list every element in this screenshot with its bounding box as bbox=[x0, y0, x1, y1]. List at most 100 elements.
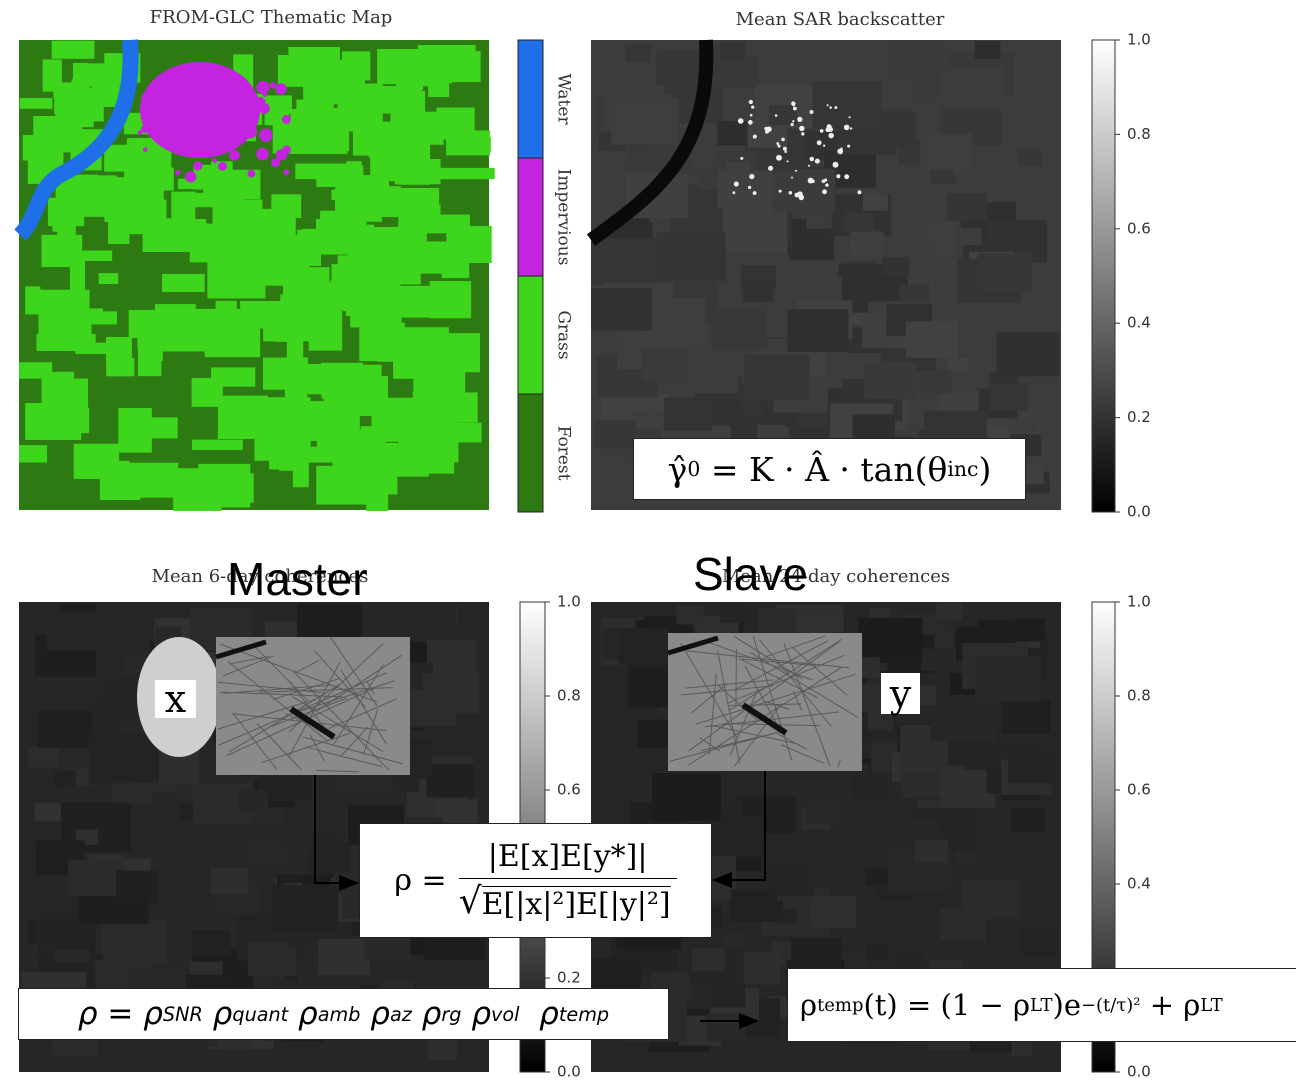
bright-point bbox=[815, 159, 820, 164]
grass-patch bbox=[332, 264, 376, 299]
grass-patch bbox=[255, 419, 311, 461]
inset-image bbox=[668, 633, 862, 771]
legend-label: Grass bbox=[554, 310, 574, 359]
inset-image bbox=[216, 637, 410, 775]
texture bbox=[920, 134, 972, 170]
bright-point bbox=[810, 110, 814, 114]
texture bbox=[54, 770, 76, 785]
formula-part: LT bbox=[1030, 995, 1052, 1016]
grass-patch bbox=[273, 118, 328, 154]
texture bbox=[1018, 149, 1041, 165]
grass-patch bbox=[55, 83, 89, 126]
colorbar-tick-label: 0.8 bbox=[1127, 687, 1151, 705]
texture bbox=[272, 885, 339, 932]
urban-speck bbox=[199, 147, 208, 156]
grass-patch bbox=[391, 398, 415, 428]
decomposition-formula: ρ = ρSNR ρquant ρamb ρaz ρrg ρvol ρtemp bbox=[18, 988, 669, 1040]
bright-point bbox=[749, 100, 753, 104]
texture bbox=[810, 896, 856, 928]
texture bbox=[997, 333, 1060, 377]
texture bbox=[865, 868, 891, 886]
bright-point bbox=[836, 174, 840, 178]
texture bbox=[850, 231, 884, 255]
urban-speck bbox=[141, 126, 149, 134]
grass-patch bbox=[198, 464, 250, 508]
grass-patch bbox=[430, 281, 471, 318]
urban-speck bbox=[211, 108, 218, 115]
bright-point bbox=[764, 127, 768, 131]
texture bbox=[68, 860, 120, 896]
formula-part: az bbox=[390, 1003, 412, 1026]
panel-title: Mean SAR backscatter bbox=[736, 9, 945, 30]
bright-point bbox=[748, 120, 753, 125]
urban-speck bbox=[256, 148, 269, 161]
texture bbox=[863, 193, 888, 210]
bright-point bbox=[776, 142, 779, 145]
texture bbox=[692, 948, 725, 971]
formula-part: γ̂ bbox=[668, 450, 688, 489]
texture bbox=[593, 958, 641, 992]
colorbar-tick-label: 0.0 bbox=[1127, 1063, 1151, 1080]
grass-patch bbox=[110, 461, 129, 479]
texture bbox=[931, 695, 997, 741]
texture bbox=[618, 629, 669, 665]
colorbar-tick-label: 0.4 bbox=[1127, 314, 1151, 332]
formula-part: + ρ bbox=[1140, 988, 1200, 1022]
bright-point bbox=[823, 145, 825, 147]
bright-point bbox=[797, 117, 802, 122]
texture bbox=[852, 774, 887, 798]
texture bbox=[642, 349, 688, 381]
urban-speck bbox=[141, 93, 150, 102]
bright-point bbox=[768, 166, 773, 171]
bright-point bbox=[749, 174, 754, 179]
bright-point bbox=[817, 140, 822, 145]
bright-point bbox=[822, 189, 827, 194]
texture bbox=[664, 398, 712, 431]
bright-point bbox=[844, 125, 850, 131]
texture bbox=[882, 257, 909, 276]
texture bbox=[717, 121, 752, 145]
urban-speck bbox=[229, 150, 240, 161]
grass-patch bbox=[106, 337, 132, 363]
texture bbox=[711, 311, 766, 350]
formula-part: quant bbox=[232, 1003, 288, 1026]
bright-point bbox=[791, 123, 794, 126]
grass-patch bbox=[409, 205, 441, 216]
urban-speck bbox=[207, 80, 211, 84]
formula-part: vol bbox=[491, 1003, 519, 1026]
texture bbox=[745, 355, 810, 400]
texture bbox=[595, 421, 635, 449]
bright-point bbox=[793, 107, 797, 111]
urban-speck bbox=[223, 129, 234, 140]
legend-label: Forest bbox=[554, 426, 574, 481]
texture bbox=[422, 674, 479, 714]
backscatter-formula: γ̂0 = K · Â · tan(θinc) bbox=[633, 438, 1026, 500]
grass-patch bbox=[252, 400, 287, 417]
formula-part: temp bbox=[559, 1003, 609, 1026]
colorbar-tick-label: 1.0 bbox=[1127, 593, 1151, 611]
legend-swatch bbox=[518, 394, 543, 512]
colorbar-tick-label: 0.6 bbox=[557, 781, 581, 799]
bright-point bbox=[740, 157, 743, 160]
formula-part: ρ bbox=[519, 996, 558, 1032]
bright-point bbox=[838, 150, 841, 153]
grass-patch bbox=[19, 445, 47, 462]
grass-patch bbox=[278, 55, 333, 87]
bright-point bbox=[826, 128, 831, 133]
texture bbox=[743, 280, 774, 302]
grass-patch bbox=[124, 148, 171, 184]
texture bbox=[947, 194, 986, 221]
formula-part: ρ = ρ bbox=[78, 996, 163, 1032]
texture bbox=[720, 42, 745, 60]
colorbar-tick-label: 0.8 bbox=[1127, 125, 1151, 143]
slave-label: Slave bbox=[693, 547, 808, 601]
colorbar-tick-label: 0.8 bbox=[557, 687, 581, 705]
grass-patch bbox=[48, 198, 84, 226]
formula-part: ρ bbox=[288, 996, 318, 1032]
grass-patch bbox=[436, 108, 474, 140]
formula-part: ρ bbox=[360, 996, 390, 1032]
texture bbox=[89, 734, 159, 783]
formula-part: ρ bbox=[800, 988, 817, 1022]
grass-patch bbox=[303, 85, 326, 101]
texture bbox=[957, 851, 978, 865]
